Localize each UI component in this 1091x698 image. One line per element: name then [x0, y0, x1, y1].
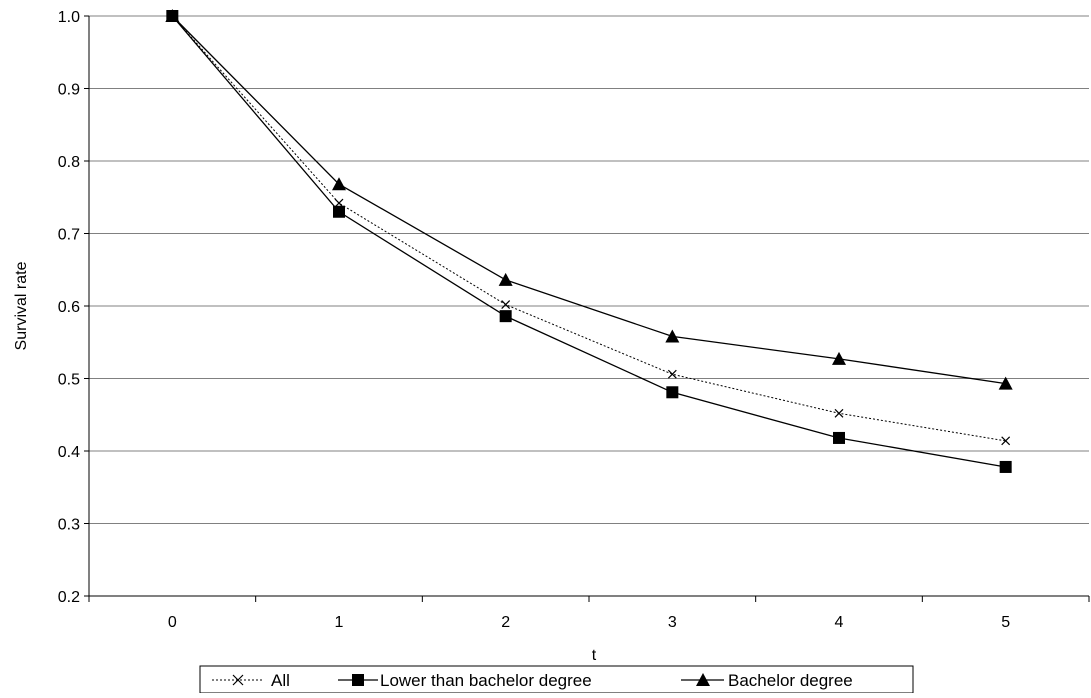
point-all-1: [334, 198, 344, 208]
point-bachelor-5: [998, 376, 1013, 390]
point-lower-than-bachelor-4: [833, 431, 845, 444]
y-tick-label-4: 0.6: [58, 299, 80, 316]
y-tick-label-8: 1.0: [58, 9, 80, 26]
axis-layer: 0.2 0.3 0.4 0.5 0.6 0.7 0.8 0.9 1.0 0 1 2 3 4 5: [58, 9, 1090, 631]
legend-item-bachelor: Bachelor degree: [681, 671, 853, 690]
point-bachelor-1: [332, 177, 346, 191]
point-lower-than-bachelor-1: [333, 205, 345, 218]
point-lower-than-bachelor-3: [666, 386, 679, 399]
series-line-lower-than-bachelor: [171, 15, 1006, 468]
y-axis-title: Survival rate: [13, 261, 30, 350]
point-bachelor-0: [165, 9, 180, 22]
y-tick-label-6: 0.8: [58, 154, 80, 171]
legend-marker-lower-than-bachelor: [352, 674, 364, 686]
point-bachelor-3: [665, 329, 680, 343]
x-tick-label-4: 4: [835, 614, 844, 631]
x-tick-label-1: 1: [335, 614, 344, 631]
series-line-bachelor: [171, 15, 1006, 385]
x-tick-label-2: 2: [501, 614, 510, 631]
legend-box: [199, 665, 914, 694]
legend-item-lower-than-bachelor: Lower than bachelor degree: [338, 671, 592, 690]
point-lower-than-bachelor-2: [499, 310, 512, 323]
point-all-5: [1001, 436, 1011, 446]
y-tick-label-0: 0.2: [58, 589, 80, 606]
y-tick-label-1: 0.3: [58, 517, 80, 534]
legend-marker-all: [232, 674, 244, 686]
y-tick-label-2: 0.4: [58, 444, 80, 461]
series-line-all: [171, 15, 1006, 442]
legend-label-all: All: [271, 671, 290, 690]
legend-label-bachelor: Bachelor degree: [728, 671, 853, 690]
x-axis-title: t: [592, 647, 597, 664]
legend-item-all: All: [212, 671, 290, 690]
y-tick-label-7: 0.9: [58, 82, 80, 99]
x-tick-label-3: 3: [668, 614, 677, 631]
y-tick-label-5: 0.7: [58, 227, 80, 244]
y-tick-label-3: 0.5: [58, 372, 80, 389]
point-all-3: [667, 369, 677, 379]
grid-layer: [89, 15, 1089, 524]
legend-label-lower-than-bachelor: Lower than bachelor degree: [380, 671, 592, 690]
point-bachelor-2: [498, 272, 513, 286]
point-all-4: [834, 408, 844, 418]
legend-marker-bachelor: [696, 673, 710, 686]
point-bachelor-4: [832, 351, 846, 365]
x-tick-label-5: 5: [1001, 614, 1010, 631]
point-all-2: [501, 300, 511, 309]
point-lower-than-bachelor-5: [999, 460, 1012, 473]
series-layer: [165, 9, 1013, 473]
legend: All Lower than bachelor degree Bachelor …: [199, 665, 914, 694]
x-tick-label-0: 0: [168, 614, 177, 631]
